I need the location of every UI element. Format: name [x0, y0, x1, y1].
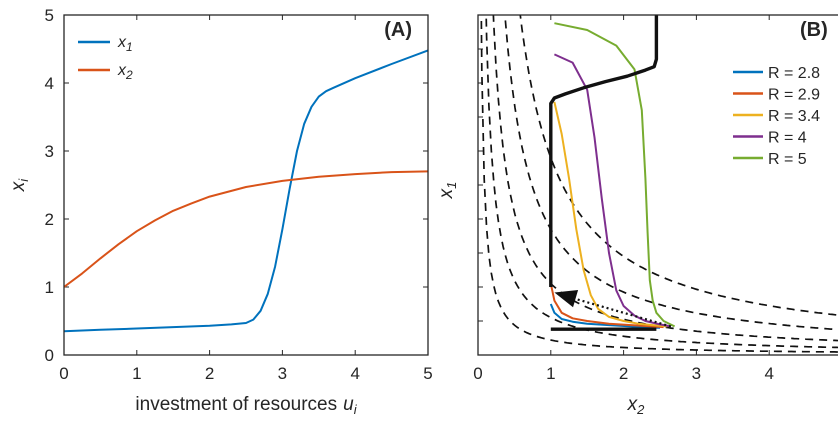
panel-a-ticks: 0 1 2 3 4 5 0 1 2 3 4 5 — [45, 6, 433, 383]
legend-label: R = 4 — [768, 130, 807, 147]
x-tick-label: 4 — [764, 364, 773, 383]
panel-b-xlabel: x2 — [627, 394, 646, 417]
x-tick-label: 2 — [619, 364, 628, 383]
legend-label: R = 3.4 — [768, 108, 820, 125]
y-tick-label: 1 — [45, 278, 54, 297]
panel-a-ylabel: xi — [8, 178, 31, 193]
series-line — [554, 54, 671, 326]
x-tick-label: 1 — [546, 364, 555, 383]
panel-b-ylabel: x1 — [436, 182, 459, 200]
optimal-path — [551, 15, 657, 287]
series-line — [64, 50, 428, 331]
x-tick-label: 0 — [473, 364, 482, 383]
x-tick-label: 2 — [205, 364, 214, 383]
panel-b-legend: R = 2.8 R = 2.9 R = 3.4 R = 4 R = 5 — [729, 62, 838, 168]
legend-label: R = 2.9 — [768, 87, 820, 104]
x-tick-label: 1 — [132, 364, 141, 383]
series-line — [64, 171, 428, 287]
x-tick-label: 3 — [692, 364, 701, 383]
panel-a-label: (A) — [384, 19, 412, 41]
y-tick-label: 5 — [45, 6, 54, 25]
svg-text:xi: xi — [8, 178, 31, 193]
y-tick-label: 4 — [45, 74, 54, 93]
y-tick-label: 0 — [45, 346, 54, 365]
y-tick-label: 3 — [45, 142, 54, 161]
panel-b-label: (B) — [800, 19, 828, 41]
panel-a-lines — [64, 50, 428, 331]
y-tick-label: 2 — [45, 210, 54, 229]
legend-label: x2 — [117, 62, 133, 82]
x-tick-label: 4 — [350, 364, 359, 383]
legend-label: R = 2.8 — [768, 65, 820, 82]
level-curve — [480, 0, 838, 341]
svg-text:x1: x1 — [436, 182, 459, 200]
x-tick-label: 0 — [59, 364, 68, 383]
legend-label: x1 — [117, 34, 133, 54]
panel-b-lines — [480, 0, 838, 352]
level-curve — [480, 0, 838, 352]
x-tick-label: 3 — [278, 364, 287, 383]
level-curve — [480, 0, 838, 348]
legend-label: R = 5 — [768, 151, 807, 168]
x-tick-label: 5 — [423, 364, 432, 383]
